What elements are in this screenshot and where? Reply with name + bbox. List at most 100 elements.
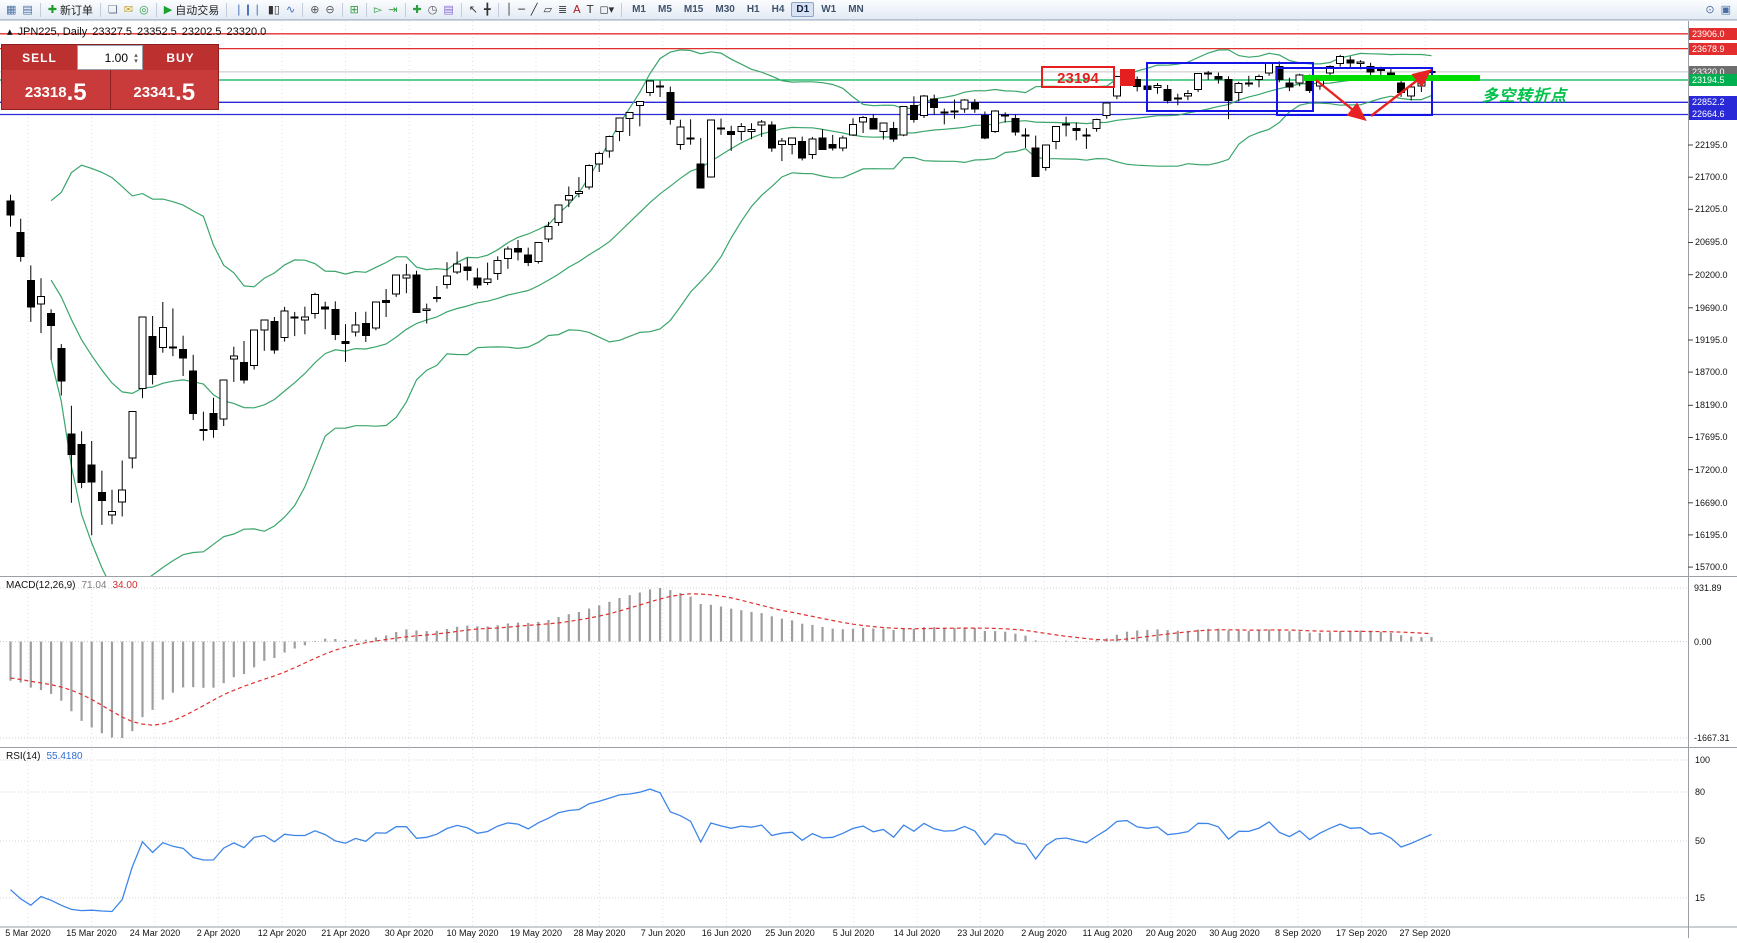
sell-price-pip: .5 [66, 79, 87, 106]
label-icon-glyph: T [586, 2, 594, 16]
macd-scale-max: 931.89 [1694, 583, 1722, 593]
rsi-title: RSI(14) [6, 751, 41, 762]
price-tick-label: 18190.0 [1695, 400, 1728, 411]
date-label: 30 Aug 2020 [1209, 928, 1260, 938]
shapes-icon-glyph: ◻▾ [599, 2, 615, 16]
alerts-icon[interactable]: ✉ [122, 2, 135, 18]
rsi-indicator-header: RSI(14) 55.4180 [6, 751, 83, 762]
fibonacci-icon[interactable]: ≣ [556, 2, 569, 18]
price-tick-label: 21205.0 [1695, 204, 1728, 215]
price-tick-label: 15700.0 [1695, 562, 1728, 573]
autotrading-button[interactable]: ▶ 自动交易 [162, 2, 221, 18]
fibonacci-icon-glyph: ≣ [557, 2, 568, 16]
tile-windows-icon[interactable]: ⊞ [348, 2, 361, 18]
crosshair-icon-glyph: ╋ [483, 2, 491, 16]
candlestick-icon[interactable]: ▮▯ [266, 2, 282, 18]
rsi-value: 55.4180 [46, 751, 83, 762]
macd-signal-value: 34.00 [112, 580, 138, 591]
macd-title: MACD(12,26,9) [6, 580, 76, 591]
new-order-button-label: 新订单 [60, 4, 94, 17]
sell-price-main: 23318 [24, 84, 67, 101]
market-icon[interactable]: ◎ [137, 2, 151, 18]
price-tick-label: 22195.0 [1695, 140, 1728, 150]
date-label: 12 Apr 2020 [257, 928, 307, 938]
toolbar-separator [302, 2, 304, 17]
timeframe-m5[interactable]: M5 [658, 4, 672, 15]
metaeditor-icon[interactable]: ❏ [106, 2, 120, 18]
price-tick-label: 17695.0 [1695, 432, 1728, 443]
new-order-button[interactable]: ✚ 新订单 [46, 2, 95, 18]
zoom-out-icon[interactable]: ⊖ [323, 2, 336, 18]
date-label: 7 Jun 2020 [640, 928, 686, 938]
date-label: 24 Mar 2020 [129, 928, 181, 938]
volume-spinner[interactable]: ▴ ▾ [130, 50, 142, 65]
date-label: 30 Apr 2020 [384, 928, 434, 938]
panel-toggle-icon[interactable]: ▴ [7, 26, 13, 38]
line-chart-icon-glyph: ∿ [285, 2, 296, 16]
templates-icon[interactable]: ▤ [441, 2, 455, 18]
volume-field[interactable]: 1.00 ▴ ▾ [77, 45, 143, 70]
timeframe-mn[interactable]: MN [848, 4, 864, 15]
toolbar-separator [341, 2, 343, 17]
profiles-icon[interactable]: ▤ [20, 2, 34, 18]
cursor-icon[interactable]: ↖ [467, 2, 480, 18]
timeframe-m15[interactable]: M15 [683, 4, 704, 15]
macd-zero-label: 0.00 [1694, 636, 1712, 647]
red-square-marker [1120, 69, 1135, 86]
search-icon[interactable]: ⊙ [1703, 2, 1716, 18]
periods-icon[interactable]: ◷ [426, 2, 440, 18]
price-line-badge: 23906.0 [1689, 27, 1737, 40]
chart-shift-icon-glyph: ⇥ [388, 2, 398, 16]
chart-shift-icon[interactable]: ⇥ [386, 2, 399, 18]
price-line-badge: 22852.2 [1689, 96, 1737, 109]
date-label: 2 Apr 2020 [196, 928, 241, 938]
spinner-down-icon[interactable]: ▾ [134, 56, 138, 65]
price-tick-label: 19195.0 [1695, 334, 1728, 345]
price-tick-label: 16690.0 [1695, 497, 1728, 508]
shapes-icon[interactable]: ◻▾ [597, 2, 616, 18]
bar-chart-icon[interactable]: ❘❙❘ [232, 2, 264, 18]
sell-button[interactable]: SELL [2, 45, 77, 70]
zoom-in-icon[interactable]: ⊕ [308, 2, 321, 18]
vertical-line-icon-glyph: │ [505, 2, 513, 16]
spinner-up-icon[interactable]: ▴ [134, 50, 138, 59]
sell-price[interactable]: 23318 .5 [2, 70, 111, 109]
buy-price[interactable]: 23341 .5 [111, 70, 219, 109]
trendline-icon[interactable]: ╱ [529, 2, 540, 18]
timeframe-m30[interactable]: M30 [715, 4, 735, 15]
timeframe-h1[interactable]: H1 [746, 4, 760, 15]
new-chart-icon[interactable]: ▦ [4, 2, 18, 18]
crosshair-icon[interactable]: ╋ [482, 2, 493, 18]
timeframe-h4[interactable]: H4 [771, 4, 785, 15]
date-label: 27 Sep 2020 [1399, 928, 1451, 938]
buy-button[interactable]: BUY [143, 45, 218, 70]
symbol-period-label: JPN225, Daily [17, 26, 88, 38]
market-icon-glyph: ◎ [139, 2, 149, 16]
high-value: 23352.5 [137, 26, 177, 38]
window-icon[interactable]: ▣ [1719, 2, 1733, 18]
metaeditor-icon-glyph: ❏ [108, 2, 118, 16]
timeframe-d1[interactable]: D1 [791, 2, 815, 17]
sell-button-label: SELL [22, 50, 57, 65]
timeframe-m1[interactable]: M1 [632, 4, 646, 15]
channel-icon-glyph: ▱ [543, 2, 552, 16]
price-line-badge: 22664.6 [1689, 108, 1737, 121]
toolbar-separator [155, 2, 157, 17]
toolbar-separator [404, 2, 406, 17]
price-callout-box: 23194 [1041, 66, 1115, 88]
indicators-icon[interactable]: ✚ [411, 2, 424, 18]
channel-icon[interactable]: ▱ [541, 2, 553, 18]
templates-icon-glyph: ▤ [443, 2, 454, 16]
text-icon[interactable]: A [571, 2, 583, 18]
timeframe-w1[interactable]: W1 [821, 4, 837, 15]
horizontal-line-icon-glyph: ─ [518, 2, 525, 16]
line-chart-icon[interactable]: ∿ [284, 2, 297, 18]
auto-scroll-icon[interactable]: ▻ [372, 2, 384, 18]
zoom-out-icon-glyph: ⊖ [325, 2, 335, 16]
date-label: 8 Sep 2020 [1274, 928, 1322, 938]
vertical-line-icon[interactable]: │ [504, 2, 515, 18]
label-icon[interactable]: T [585, 2, 596, 18]
price-axis[interactable] [1689, 20, 1737, 938]
horizontal-line-icon[interactable]: ─ [516, 2, 527, 18]
